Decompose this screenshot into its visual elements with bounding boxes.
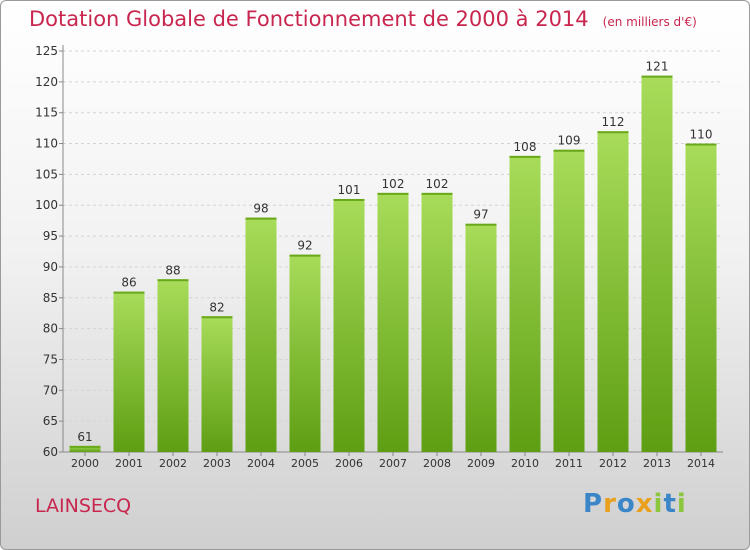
- town-name: LAINSECQ: [35, 495, 132, 517]
- x-tick-label: 2011: [555, 457, 583, 470]
- bar: [113, 291, 145, 452]
- data-label: 101: [338, 183, 361, 197]
- y-tick-label: 120: [35, 75, 58, 89]
- y-tick-label: 125: [35, 44, 58, 58]
- data-label: 92: [297, 239, 312, 253]
- data-label: 121: [646, 60, 669, 74]
- data-label: 110: [690, 128, 713, 142]
- data-label: 61: [77, 430, 92, 444]
- logo-letter: t: [663, 489, 677, 519]
- x-tick-label: 2014: [687, 457, 715, 470]
- logo-letter: r: [603, 489, 617, 519]
- x-tick-label: 2013: [643, 457, 671, 470]
- chart-title: Dotation Globale de Fonctionnement de 20…: [29, 7, 589, 31]
- logo-letter: i: [676, 489, 687, 519]
- chart-subtitle: (en milliers d'€): [602, 15, 697, 29]
- data-label: 82: [209, 300, 224, 314]
- y-tick-label: 115: [35, 106, 58, 120]
- bar: [377, 192, 409, 452]
- x-tick-label: 2009: [467, 457, 495, 470]
- logo-letter: o: [616, 489, 636, 519]
- y-tick-label: 90: [43, 260, 58, 274]
- chart-title-line: Dotation Globale de Fonctionnement de 20…: [29, 7, 697, 31]
- y-tick-label: 60: [43, 445, 58, 459]
- bar: [465, 223, 497, 452]
- bar: [157, 279, 189, 452]
- x-tick-label: 2005: [291, 457, 319, 470]
- x-tick-label: 2008: [423, 457, 451, 470]
- x-tick-label: 2000: [71, 457, 99, 470]
- y-tick-label: 75: [43, 352, 58, 366]
- x-tick-label: 2003: [203, 457, 231, 470]
- data-label: 88: [165, 263, 180, 277]
- data-label: 102: [426, 177, 449, 191]
- logo-letter: P: [583, 489, 604, 519]
- data-label: 86: [121, 276, 136, 290]
- data-label: 108: [514, 140, 537, 154]
- data-label: 109: [558, 134, 581, 148]
- y-tick-label: 105: [35, 167, 58, 181]
- value-labels: 61 86 88 82 98 92 101 102 102 97 108 109 112 121 110: [77, 60, 712, 444]
- x-tick-label: 2002: [159, 457, 187, 470]
- y-tick-label: 70: [43, 383, 58, 397]
- data-label: 112: [602, 115, 625, 129]
- data-label: 98: [253, 202, 268, 216]
- y-tick-label: 85: [43, 291, 58, 305]
- y-tick-label: 80: [43, 322, 58, 336]
- bar: [245, 217, 277, 452]
- bar: [685, 143, 717, 453]
- bar: [69, 445, 101, 452]
- y-tick-label: 110: [35, 137, 58, 151]
- x-tick-label: 2004: [247, 457, 275, 470]
- logo-letter: i: [653, 489, 664, 519]
- data-label: 97: [473, 208, 488, 222]
- data-label: 102: [382, 177, 405, 191]
- y-tick-label: 95: [43, 229, 58, 243]
- bars: [69, 75, 717, 453]
- x-tick-label: 2006: [335, 457, 363, 470]
- bar: [333, 199, 365, 452]
- logo-letter: x: [635, 489, 654, 519]
- bar: [289, 254, 321, 452]
- bar: [641, 75, 673, 452]
- proxiti-logo: Proxiti: [583, 489, 687, 519]
- x-tick-label: 2010: [511, 457, 539, 470]
- bar: [421, 192, 453, 452]
- bar: [553, 149, 585, 452]
- bar: [201, 316, 233, 452]
- x-tick-label: 2001: [115, 457, 143, 470]
- x-tick-label: 2012: [599, 457, 627, 470]
- bar: [597, 131, 629, 452]
- tick-labels: 60 65 70 75 80 85 90 95 100 105 110 115 120 125 2000 20…: [35, 44, 715, 470]
- x-tick-label: 2007: [379, 457, 407, 470]
- y-tick-label: 65: [43, 414, 58, 428]
- y-tick-label: 100: [35, 198, 58, 212]
- bar: [509, 155, 541, 452]
